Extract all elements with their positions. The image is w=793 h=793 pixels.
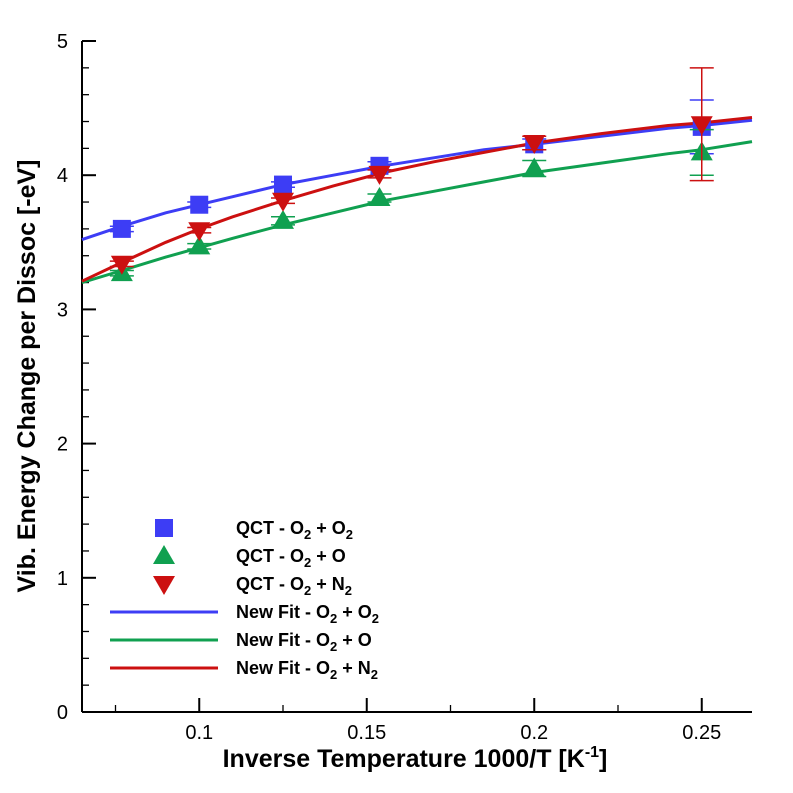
data-point: [274, 175, 292, 194]
legend: QCT - O2 + O2 QCT - O2 + O QCT - O2 + N2 Ne…: [110, 518, 379, 682]
legend-entry: QCT - O2 + O2: [236, 518, 353, 542]
y-tick-label: 4: [57, 165, 68, 187]
data-point: [690, 116, 713, 136]
legend-marker: [153, 545, 175, 564]
x-axis-label: Inverse Temperature 1000/T [K-1]: [223, 744, 608, 773]
legend-marker: [153, 576, 175, 595]
y-tick-label: 5: [57, 31, 68, 53]
legend-entry: New Fit - O2 + O2: [236, 602, 379, 626]
fit-curve-0: [81, 118, 753, 242]
data-point: [188, 235, 211, 255]
legend-entry: New Fit - O2 + N2: [236, 658, 378, 682]
x-axis-label-end: ]: [599, 745, 607, 773]
x-tick-label: 0.25: [682, 722, 721, 744]
legend-entry: QCT - O2 + O: [236, 546, 346, 570]
data-point: [190, 195, 209, 214]
legend-entry: New Fit - O2 + O: [236, 630, 372, 654]
y-tick-label: 3: [57, 299, 68, 321]
data-point: [112, 219, 131, 238]
legend-marker: [155, 519, 173, 537]
tick-labels: 0 1 2 3 4 5 0.1 0.15 0.2 0.25: [57, 31, 721, 744]
legend-entry: QCT - O2 + N2: [236, 574, 352, 598]
data-point: [272, 192, 294, 212]
x-tick-label: 0.1: [185, 722, 213, 744]
y-tick-label: 1: [57, 568, 68, 590]
data-point: [368, 165, 391, 185]
data-point: [272, 209, 294, 229]
axes: [81, 40, 752, 713]
y-tick-label: 2: [57, 434, 68, 456]
fit-curve-2: [81, 116, 753, 283]
data-point: [368, 187, 391, 207]
x-tick-label: 0.2: [520, 722, 548, 744]
qct-markers: [109, 67, 714, 282]
fit-curves: [81, 116, 753, 285]
x-tick-label: 0.15: [347, 722, 386, 744]
fit-curve-1: [81, 140, 753, 285]
y-tick-label: 0: [57, 702, 68, 724]
data-point: [110, 255, 133, 275]
data-point: [523, 134, 546, 154]
y-axis-label: Vib. Energy Change per Dissoc [-eV]: [13, 160, 41, 593]
data-point: [188, 222, 211, 242]
x-axis-label-main: Inverse Temperature 1000/T [K: [223, 745, 585, 773]
data-point: [523, 157, 546, 177]
x-axis-label-sup: -1: [585, 744, 599, 761]
